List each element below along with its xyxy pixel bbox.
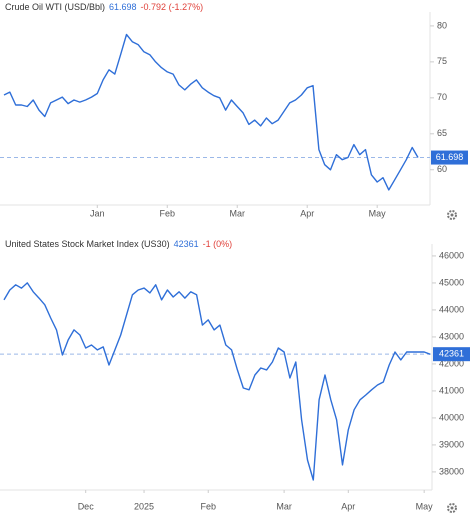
price-change: -0.792 (-1.27%) <box>141 2 204 12</box>
y-tick-label: 70 <box>437 92 447 102</box>
price-change: -1 (0%) <box>203 239 233 249</box>
x-tick-label: Apr <box>300 208 314 218</box>
x-tick-label: Feb <box>160 208 176 218</box>
x-tick-label: May <box>369 208 387 218</box>
y-tick-label: 39000 <box>439 439 464 449</box>
y-tick-label: 42000 <box>439 358 464 368</box>
last-price-label: 42361 <box>439 349 464 359</box>
x-tick-label: Mar <box>229 208 245 218</box>
last-price: 42361 <box>174 239 199 249</box>
y-tick-label: 45000 <box>439 277 464 287</box>
last-price-label: 61.698 <box>436 152 464 162</box>
y-tick-label: 44000 <box>439 304 464 314</box>
y-tick-label: 75 <box>437 56 447 66</box>
settings-icon[interactable] <box>447 503 457 513</box>
settings-icon[interactable] <box>447 210 457 220</box>
chart-title-row: Crude Oil WTI (USD/Bbl) 61.698 -0.792 (-1.… <box>5 2 203 12</box>
x-tick-label: Jan <box>90 208 105 218</box>
chart-title: Crude Oil WTI (USD/Bbl) <box>5 2 105 12</box>
x-tick-label: Mar <box>276 501 292 511</box>
x-tick-label: Dec <box>78 501 95 511</box>
y-tick-label: 43000 <box>439 331 464 341</box>
x-tick-label: 2025 <box>134 501 154 511</box>
chart-title-row: United States Stock Market Index (US30) 4… <box>5 239 232 249</box>
y-tick-label: 65 <box>437 128 447 138</box>
x-tick-label: Apr <box>341 501 355 511</box>
y-tick-label: 40000 <box>439 412 464 422</box>
last-price: 61.698 <box>109 2 137 12</box>
y-tick-label: 60 <box>437 164 447 174</box>
y-tick-label: 46000 <box>439 250 464 260</box>
chart-title: United States Stock Market Index (US30) <box>5 239 170 249</box>
last-price-box <box>433 347 470 362</box>
price-line <box>3 33 419 191</box>
y-tick-label: 38000 <box>439 466 464 476</box>
last-price-box <box>431 150 468 165</box>
price-line <box>3 282 431 481</box>
y-tick-label: 80 <box>437 20 447 30</box>
y-tick-label: 41000 <box>439 385 464 395</box>
x-tick-label: May <box>416 501 434 511</box>
x-tick-label: Feb <box>200 501 216 511</box>
